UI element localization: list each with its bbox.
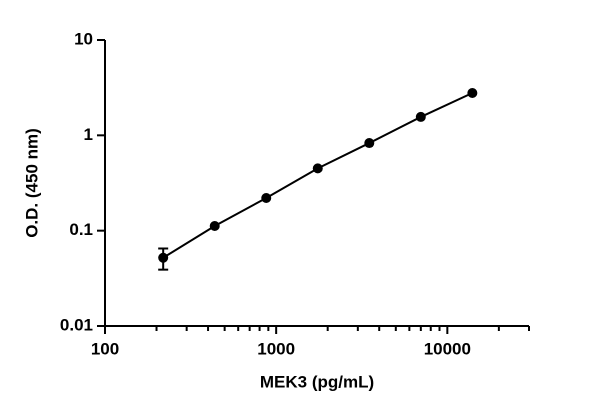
y-tick-label: 0.1 — [69, 220, 93, 239]
data-point — [364, 138, 375, 149]
y-tick-label: 10 — [74, 29, 93, 48]
x-axis-title: MEK3 (pg/mL) — [260, 372, 374, 391]
data-point — [209, 220, 220, 231]
x-tick-label: 100 — [91, 339, 119, 358]
data-point — [158, 252, 169, 263]
y-tick-label: 0.01 — [60, 315, 93, 334]
fit-line — [162, 92, 473, 259]
x-tick-label: 10000 — [424, 339, 471, 358]
y-tick-label: 1 — [84, 125, 93, 144]
y-axis-title: O.D. (450 nm) — [22, 128, 41, 238]
data-point — [415, 111, 426, 122]
x-tick-label: 1000 — [257, 339, 295, 358]
data-point — [467, 88, 478, 99]
data-point — [261, 193, 272, 204]
data-point — [312, 163, 323, 174]
